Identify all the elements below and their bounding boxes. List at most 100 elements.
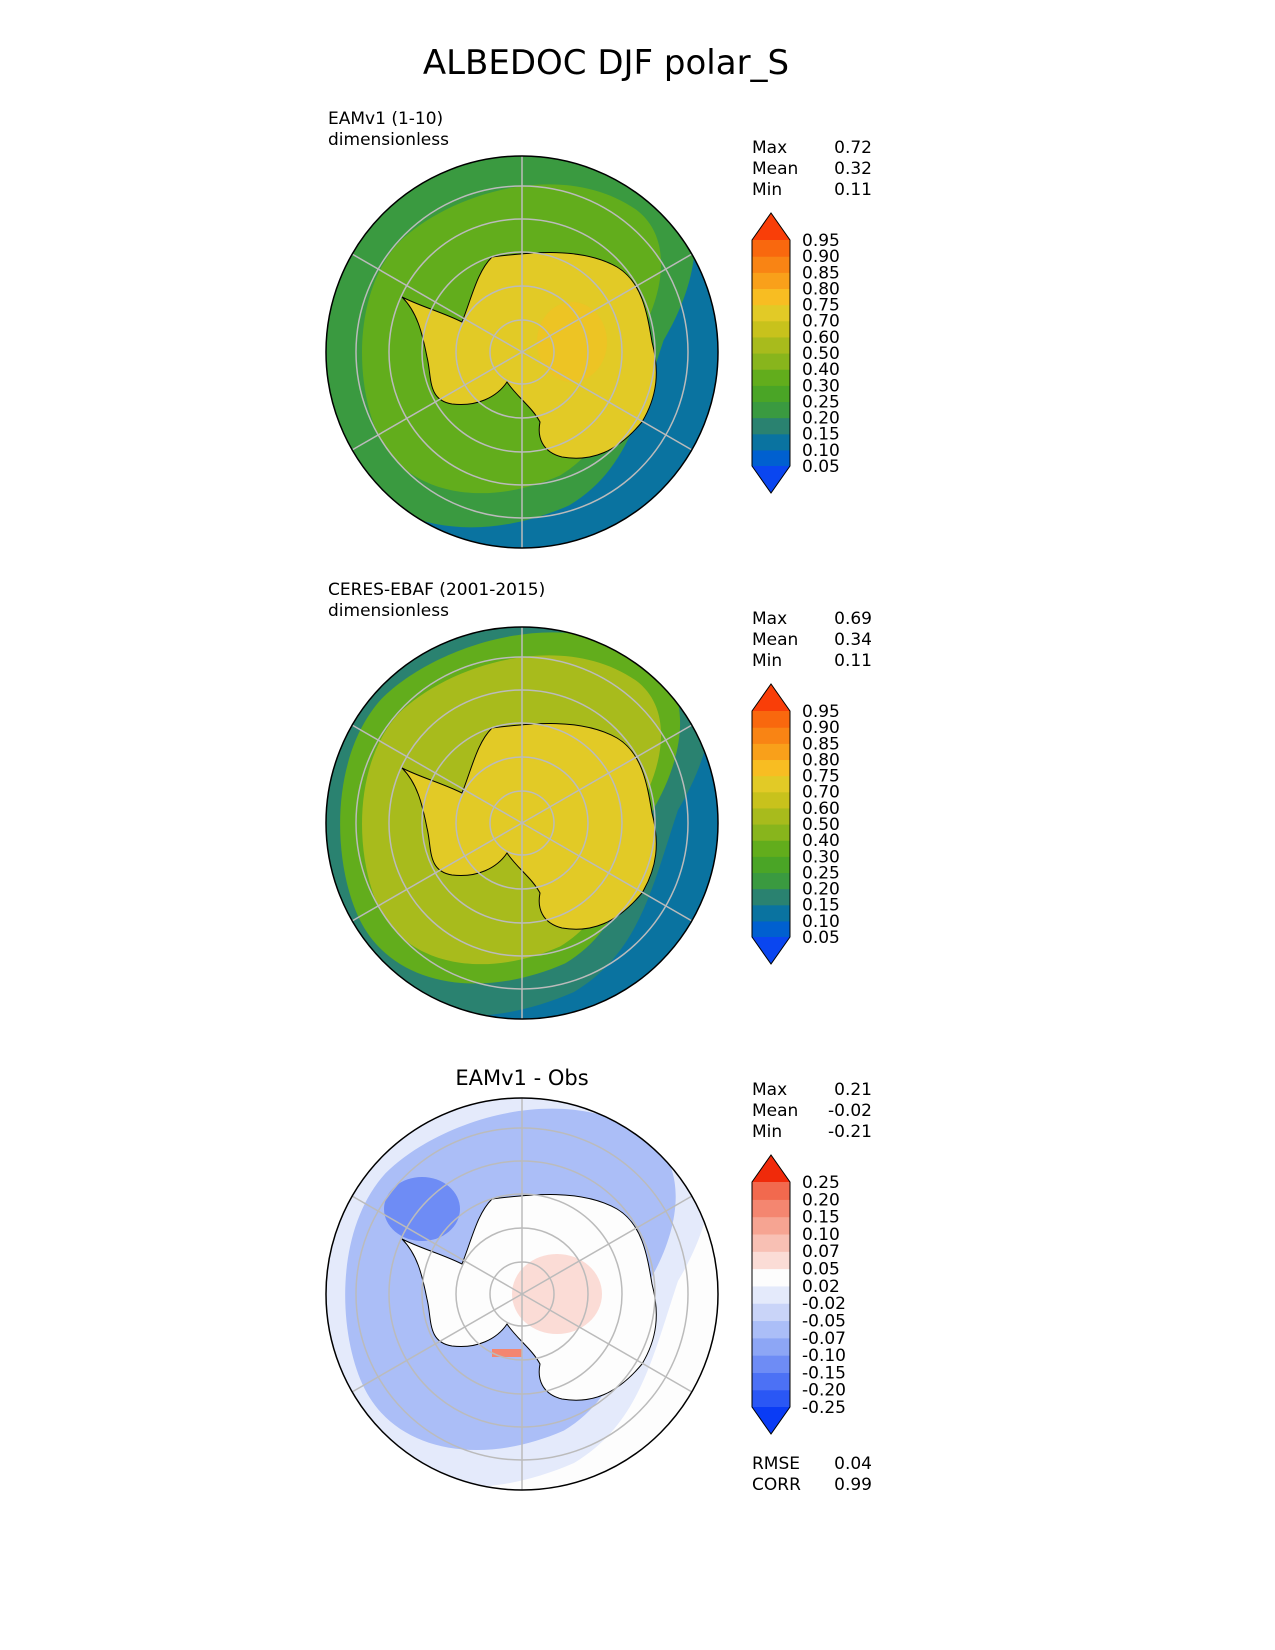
- stat-label: CORR: [752, 1475, 801, 1495]
- colorbar-tick-label: 0.10: [802, 912, 840, 932]
- graticule: [351, 1098, 693, 1490]
- stat-value: 0.32: [834, 159, 872, 179]
- colorbar-segment: [752, 743, 790, 761]
- high-albedo-patch: [537, 302, 607, 382]
- colorbar-tick-label: 0.15: [802, 425, 840, 445]
- colorbar-segment: [752, 353, 790, 370]
- stat-value: 0.99: [834, 1475, 872, 1495]
- graticule: [351, 627, 693, 1019]
- colorbar-tick-label: 0.75: [802, 767, 840, 787]
- colorbar-tick-label: 0.70: [802, 783, 840, 803]
- colorbar-extend-max: [752, 213, 790, 240]
- stat-label: Mean: [752, 630, 798, 650]
- colorbar-outline: [751, 1154, 791, 1435]
- colorbar-segment: [752, 401, 790, 419]
- colorbar-segment: [752, 272, 790, 290]
- map-boundary: [325, 626, 719, 1020]
- colorbar-segment: [752, 1216, 790, 1235]
- colorbar-extend-max: [752, 1155, 790, 1182]
- colorbar-tick-label: 0.50: [802, 815, 840, 835]
- colorbar-tick-label: 0.60: [802, 328, 840, 348]
- colorbar-tick-label: 0.85: [802, 263, 840, 283]
- stat-label: Min: [752, 1122, 782, 1142]
- stat-label: Mean: [752, 1101, 798, 1121]
- colorbar-tick-label: 0.15: [802, 1208, 840, 1228]
- colorbar-tick-label: 0.60: [802, 799, 840, 819]
- colorbar-segment: [752, 1285, 790, 1304]
- colorbar-extend-min: [752, 937, 790, 964]
- colorbar-tick-label: 0.95: [802, 231, 840, 251]
- colorbar-tick-label: 0.20: [802, 880, 840, 900]
- colorbar-outline: [751, 683, 791, 965]
- colorbar-segment: [752, 1372, 790, 1391]
- colorbar-tick-label: 0.07: [802, 1242, 840, 1262]
- stats-block: Max 0.69 Mean 0.34 Min 0.11: [752, 609, 872, 671]
- colorbar-tick-label: 0.25: [802, 863, 840, 883]
- stat-value: 0.69: [834, 609, 872, 629]
- colorbar-segment: [752, 1182, 790, 1200]
- stats-block: Max 0.21 Mean -0.02 Min -0.21: [752, 1080, 872, 1142]
- colorbar-tick-label: 0.30: [802, 376, 840, 396]
- map-boundary: [325, 155, 719, 549]
- figure-title: ALBEDOC DJF polar_S: [423, 43, 789, 83]
- stat-label: Min: [752, 180, 782, 200]
- colorbar-tick-label: 0.40: [802, 360, 840, 380]
- colorbar-segment: [752, 840, 790, 857]
- colorbar: 0.050.100.150.200.250.300.400.500.600.70…: [751, 683, 840, 965]
- colorbar-tick-label: 0.25: [802, 392, 840, 412]
- colorbar-tick-label: -0.20: [802, 1381, 846, 1401]
- panel-title: EAMv1 - Obs: [455, 1066, 588, 1090]
- units-label: dimensionless: [328, 130, 449, 150]
- colorbar-outline: [751, 212, 791, 494]
- colorbar-extend-max: [752, 684, 790, 711]
- stat-label: RMSE: [752, 1454, 800, 1474]
- colorbar-segment: [752, 727, 790, 744]
- colorbar-segment: [752, 1389, 790, 1408]
- colorbar-segment: [752, 1303, 790, 1322]
- colorbar-segment: [752, 904, 790, 922]
- colorbar-segment: [752, 288, 790, 306]
- colorbar-tick-label: -0.02: [802, 1294, 846, 1314]
- colorbar-tick-label: 0.25: [802, 1173, 840, 1193]
- positive-coast-patch: [492, 1349, 522, 1357]
- colorbar-tick-label: 0.95: [802, 702, 840, 722]
- colorbar-tick-label: 0.30: [802, 847, 840, 867]
- colorbar-extend-min: [752, 466, 790, 493]
- stat-value: 0.11: [834, 651, 872, 671]
- positive-interior-patch: [512, 1254, 602, 1334]
- colorbar-segment: [752, 775, 790, 793]
- stat-value: 0.72: [834, 138, 872, 158]
- stat-value: 0.34: [834, 630, 872, 650]
- colorbar-tick-label: 0.05: [802, 457, 840, 477]
- colorbar-tick-label: 0.85: [802, 734, 840, 754]
- colorbar-segment: [752, 449, 790, 467]
- bottom-stats-block: RMSE 0.04 CORR 0.99: [752, 1454, 872, 1495]
- map-field: [326, 627, 718, 1019]
- colorbar-segment: [752, 304, 790, 322]
- colorbar-segment: [752, 1233, 790, 1252]
- colorbar-tick-label: 0.02: [802, 1277, 840, 1297]
- panel-difference: EAMv1 - Obs Max 0.21 Mean -0.: [325, 1066, 872, 1495]
- units-label: dimensionless: [328, 601, 449, 621]
- colorbar-tick-label: -0.25: [802, 1398, 846, 1418]
- colorbar-segment: [752, 872, 790, 890]
- panel-title: CERES-EBAF (2001-2015): [328, 580, 545, 600]
- colorbar-segment: [752, 856, 790, 874]
- colorbar-segment: [752, 256, 790, 273]
- colorbar-segment: [752, 369, 790, 386]
- colorbar-segment: [752, 1337, 790, 1356]
- colorbar-tick-label: 0.90: [802, 247, 840, 267]
- colorbar-tick-label: 0.15: [802, 896, 840, 916]
- colorbar-segment: [752, 1355, 790, 1373]
- colorbar-segment: [752, 824, 790, 841]
- colorbar-segment: [752, 888, 790, 906]
- stat-value: -0.21: [828, 1122, 872, 1142]
- colorbar-tick-label: -0.07: [802, 1329, 846, 1349]
- map-field: [326, 1098, 718, 1490]
- colorbar-tick-label: 0.10: [802, 441, 840, 461]
- colorbar-segment: [752, 1199, 790, 1218]
- colorbar-tick-label: 0.80: [802, 750, 840, 770]
- colorbar-tick-label: 0.20: [802, 1190, 840, 1210]
- colorbar-extend-min: [752, 1407, 790, 1434]
- colorbar-segment: [752, 791, 790, 809]
